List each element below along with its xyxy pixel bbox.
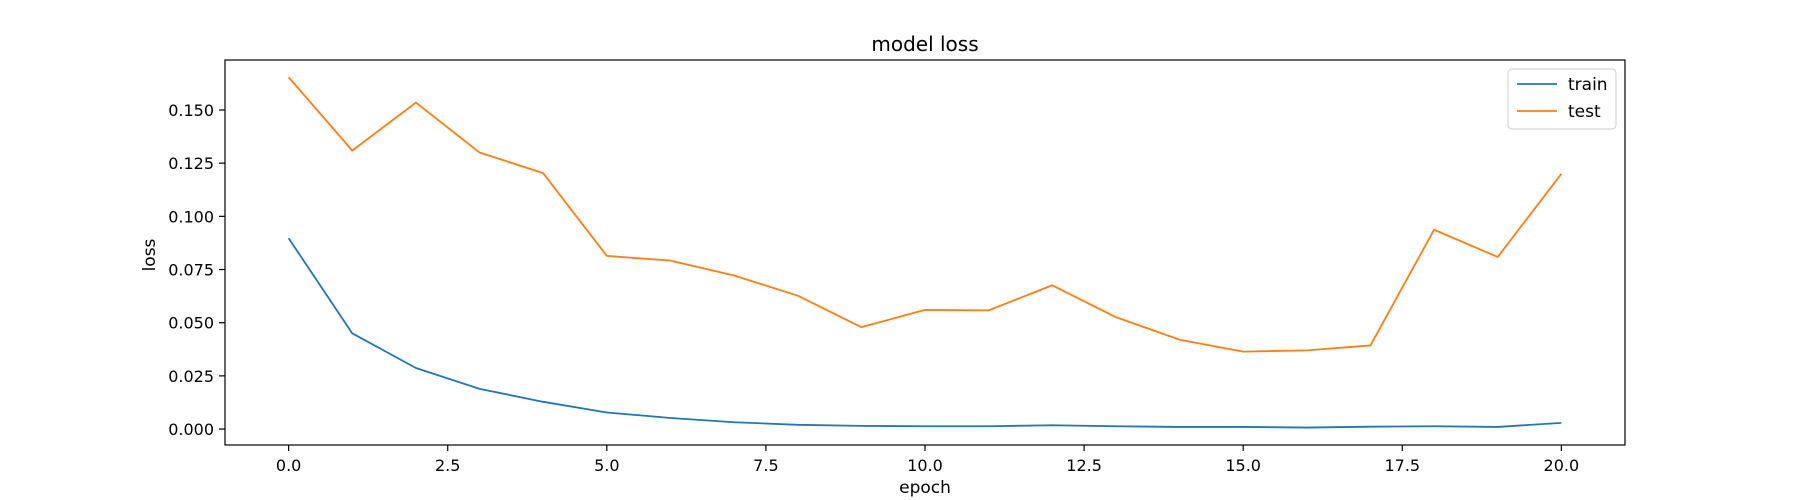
y-tick-label: 0.100 [168, 207, 214, 226]
x-tick-label: 2.5 [435, 456, 460, 475]
series-line-train [287, 237, 1562, 429]
x-tick-label: 12.5 [1066, 456, 1102, 475]
legend-label-test: test [1568, 102, 1601, 122]
y-axis-ticks: 0.000 0.025 0.050 0.075 0.100 0.125 0.150 [168, 101, 225, 439]
x-tick-label: 0.0 [276, 456, 301, 475]
x-tick-label: 17.5 [1384, 456, 1420, 475]
y-tick-label: 0.050 [168, 314, 214, 333]
legend: train test [1507, 68, 1617, 130]
y-tick-label: 0.125 [168, 154, 214, 173]
x-tick-label: 10.0 [907, 456, 943, 475]
y-tick-label: 0.000 [168, 420, 214, 439]
x-tick-label: 20.0 [1544, 456, 1580, 475]
x-axis-ticks: 0.0 2.5 5.0 7.5 10.0 12.5 15.0 17.5 20.0 [276, 445, 1579, 475]
x-tick-label: 15.0 [1225, 456, 1261, 475]
legend-label-train: train [1568, 75, 1608, 95]
chart-title: model loss [871, 32, 978, 56]
series-line-test [287, 76, 1563, 353]
x-axis-label: epoch [899, 478, 951, 498]
y-axis-label: loss [140, 238, 160, 271]
x-tick-label: 5.0 [594, 456, 619, 475]
y-tick-label: 0.150 [168, 101, 214, 120]
x-tick-label: 7.5 [753, 456, 778, 475]
y-tick-label: 0.025 [168, 367, 214, 386]
y-tick-label: 0.075 [168, 261, 214, 280]
series-layer [287, 76, 1563, 429]
